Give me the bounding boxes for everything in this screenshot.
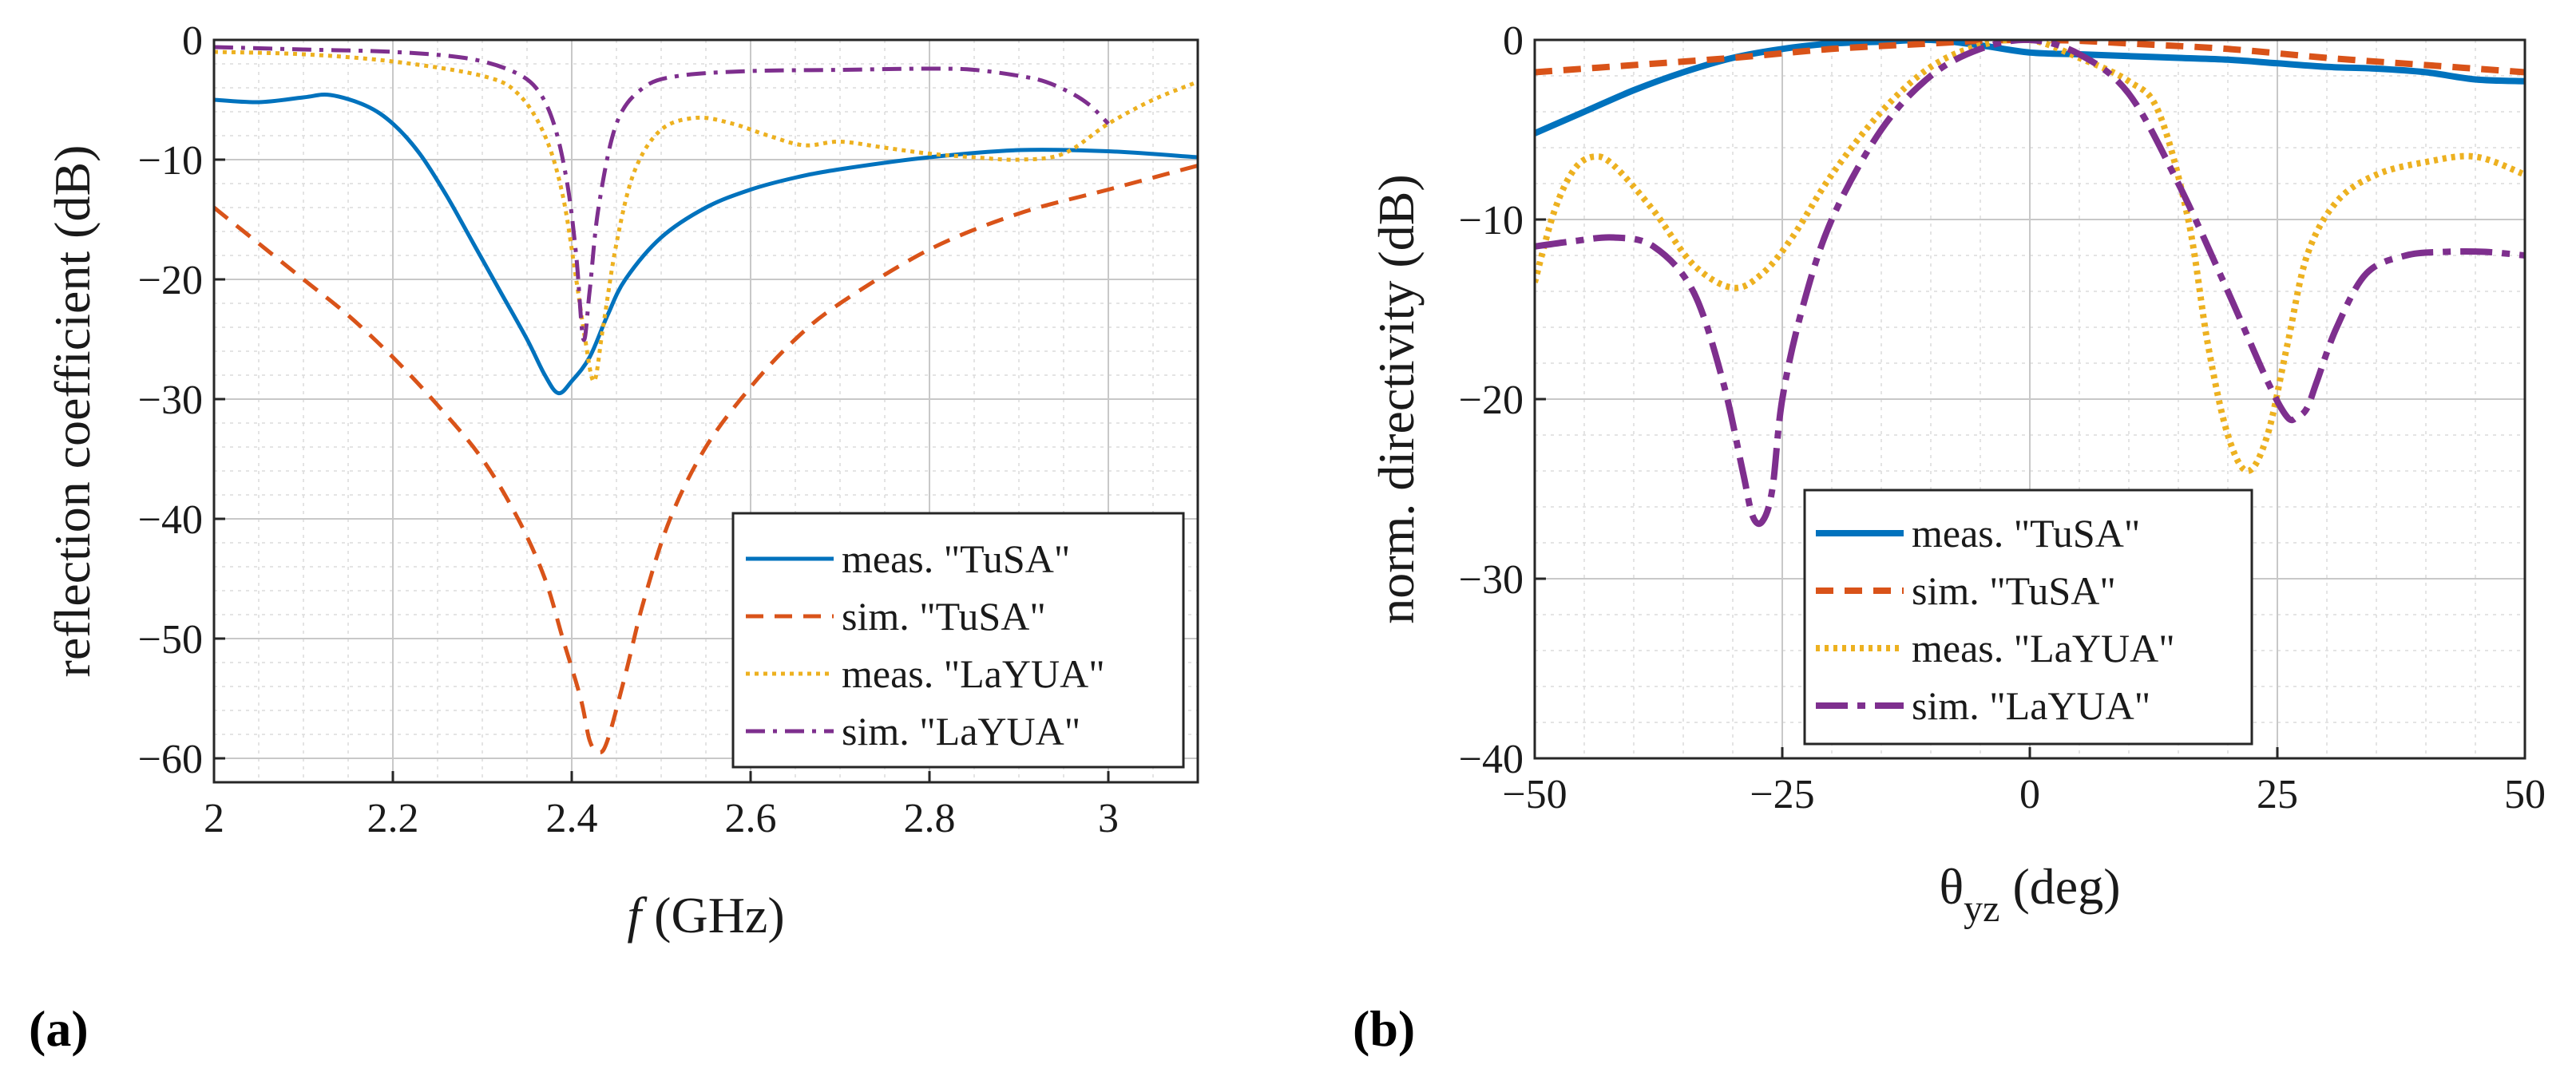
legend-a: meas. "TuSA" sim. "TuSA" meas. "LaYUA" sim.… <box>731 512 1185 769</box>
series-line-1 <box>214 93 1198 396</box>
series-group-a <box>214 45 1198 755</box>
series-line-2 <box>1535 40 2525 76</box>
x-tick-label: 2 <box>204 796 224 841</box>
legend-b: meas. "TuSA" sim. "TuSA" meas. "LaYUA" sim.… <box>1803 489 2253 746</box>
legend-a-box <box>731 512 1185 769</box>
legend-label-3: meas. "LaYUA" <box>842 651 1105 696</box>
series-line-4 <box>1535 40 2525 528</box>
y-tick-label: −30 <box>138 378 203 423</box>
y-tick-label: −40 <box>1459 737 1524 782</box>
series-line-4 <box>214 45 1110 342</box>
plot-frame-a <box>212 38 1199 784</box>
y-tick-label: −50 <box>138 617 203 663</box>
x-tick-label: 25 <box>2257 772 2298 817</box>
x-axis-label-a: f (GHz) <box>627 887 784 944</box>
legend-label-4: sim. "LaYUA" <box>1912 683 2150 728</box>
y-tick-label: −60 <box>138 737 203 782</box>
legend-label-2: sim. "TuSA" <box>1912 568 2116 613</box>
panel-label-b: (b) <box>1353 1000 1415 1057</box>
series-line-2 <box>214 164 1198 755</box>
series-group-b <box>1535 40 2525 528</box>
ticks-b: −50 −25 0 25 50 0 −10 −20 −30 −40 <box>1459 18 2546 817</box>
x-tick-label: 2.6 <box>725 796 777 841</box>
y-axis-label-a: reflection coefficient (dB) <box>44 145 101 678</box>
y-tick-label: 0 <box>1503 18 1524 64</box>
y-tick-label: −10 <box>1459 198 1524 243</box>
y-tick-label: −30 <box>1459 557 1524 603</box>
ticks-a: 2 2.2 2.4 2.6 2.8 3 0 −10 −20 −30 −40 −50 −60 <box>138 18 1119 841</box>
x-tick-label: 2.8 <box>904 796 956 841</box>
x-axis-label-b-sub: yz <box>1964 888 1999 930</box>
x-tick-label: 0 <box>2019 772 2040 817</box>
series-line-1 <box>1535 40 2525 136</box>
x-tick-label: 2.4 <box>546 796 598 841</box>
x-tick-label: 3 <box>1098 796 1119 841</box>
y-tick-label: 0 <box>182 18 203 64</box>
legend-label-3: meas. "LaYUA" <box>1912 626 2175 671</box>
x-tick-label: 50 <box>2504 772 2546 817</box>
legend-label-4: sim. "LaYUA" <box>842 709 1080 754</box>
legend-label-1: meas. "TuSA" <box>1912 511 2140 556</box>
y-tick-label: −20 <box>138 258 203 303</box>
legend-label-2: sim. "TuSA" <box>842 594 1046 639</box>
x-axis-label-b-unit: (deg) <box>1999 858 2120 915</box>
legend-label-1: meas. "TuSA" <box>842 536 1070 581</box>
x-tick-label: −25 <box>1750 772 1814 817</box>
series-line-3 <box>214 49 1198 384</box>
y-tick-label: −10 <box>138 138 203 184</box>
y-axis-label-b: norm. directivity (dB) <box>1368 174 1425 623</box>
y-tick-label: −40 <box>138 497 203 543</box>
y-tick-label: −20 <box>1459 378 1524 423</box>
x-axis-label-b-var: θ <box>1940 858 1964 915</box>
chart-a: 2 2.2 2.4 2.6 2.8 3 0 −10 −20 −30 −40 −50 −60 reflec… <box>44 18 1199 944</box>
x-axis-label-b: θyz (deg) <box>1940 858 2121 930</box>
chart-b: −50 −25 0 25 50 0 −10 −20 −30 −40 norm. directivi… <box>1368 18 2546 930</box>
x-tick-label: 2.2 <box>367 796 419 841</box>
x-tick-label: −50 <box>1502 772 1567 817</box>
panel-label-a: (a) <box>29 1000 89 1057</box>
x-axis-label-a-unit: (GHz) <box>641 887 784 944</box>
